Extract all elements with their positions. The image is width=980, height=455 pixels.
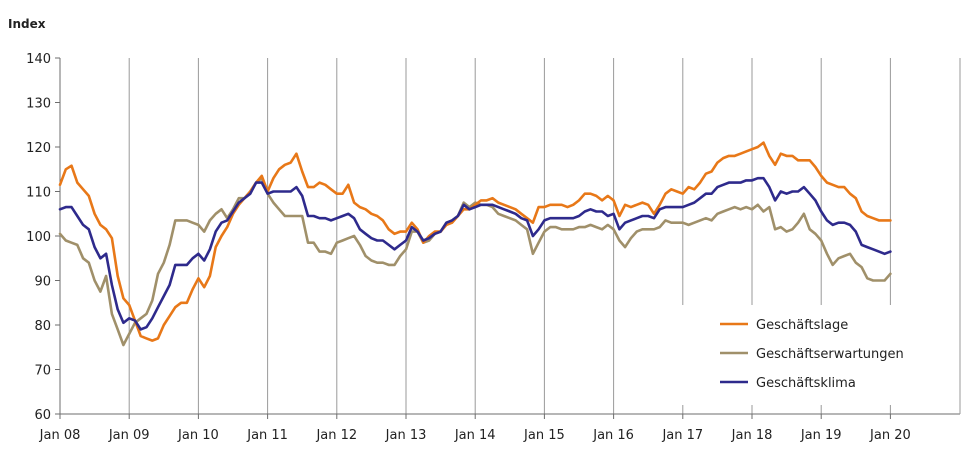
x-tick-label: Jan 15	[523, 428, 565, 443]
x-axis: Jan 08 Jan 09 Jan 10 Jan 11 Jan 12 Jan 13 Jan …	[39, 414, 911, 443]
legend: Geschäftslage Geschäftserwartungen Geschäf…	[680, 305, 942, 405]
y-tick-label: 140	[26, 52, 51, 67]
y-axis-unit-label: Index	[8, 17, 46, 31]
x-tick-label: Jan 19	[800, 428, 842, 443]
series-line-3	[58, 176, 892, 331]
y-axis: 60 70 80 90 100 110 120 130 140	[26, 52, 60, 423]
x-tick-label: Jan 09	[108, 428, 150, 443]
x-tick-label: Jan 11	[246, 428, 288, 443]
y-tick-label: 80	[34, 319, 51, 334]
legend-label: Geschäftsklima	[756, 376, 856, 391]
x-tick-label: Jan 13	[385, 428, 427, 443]
series-lines	[58, 141, 892, 347]
x-tick-label: Jan 17	[661, 428, 703, 443]
y-tick-label: 120	[26, 141, 51, 156]
x-tick-label: Jan 10	[177, 428, 219, 443]
series-line-1	[58, 141, 892, 342]
y-tick-label: 70	[34, 364, 51, 379]
x-tick-label: Jan 14	[454, 428, 496, 443]
y-tick-label: 90	[34, 275, 51, 290]
x-tick-label: Jan 20	[869, 428, 911, 443]
x-tick-label: Jan 08	[39, 428, 81, 443]
y-tick-label: 110	[26, 186, 51, 201]
x-tick-label: Jan 18	[731, 428, 773, 443]
legend-box	[680, 305, 942, 405]
y-tick-label: 100	[26, 230, 51, 245]
y-tick-label: 60	[34, 408, 51, 423]
y-tick-label: 130	[26, 97, 51, 112]
legend-label: Geschäftslage	[756, 318, 848, 333]
x-tick-label: Jan 16	[592, 428, 634, 443]
series-line-2	[58, 176, 892, 347]
legend-label: Geschäftserwartungen	[756, 347, 904, 362]
x-tick-label: Jan 12	[315, 428, 357, 443]
